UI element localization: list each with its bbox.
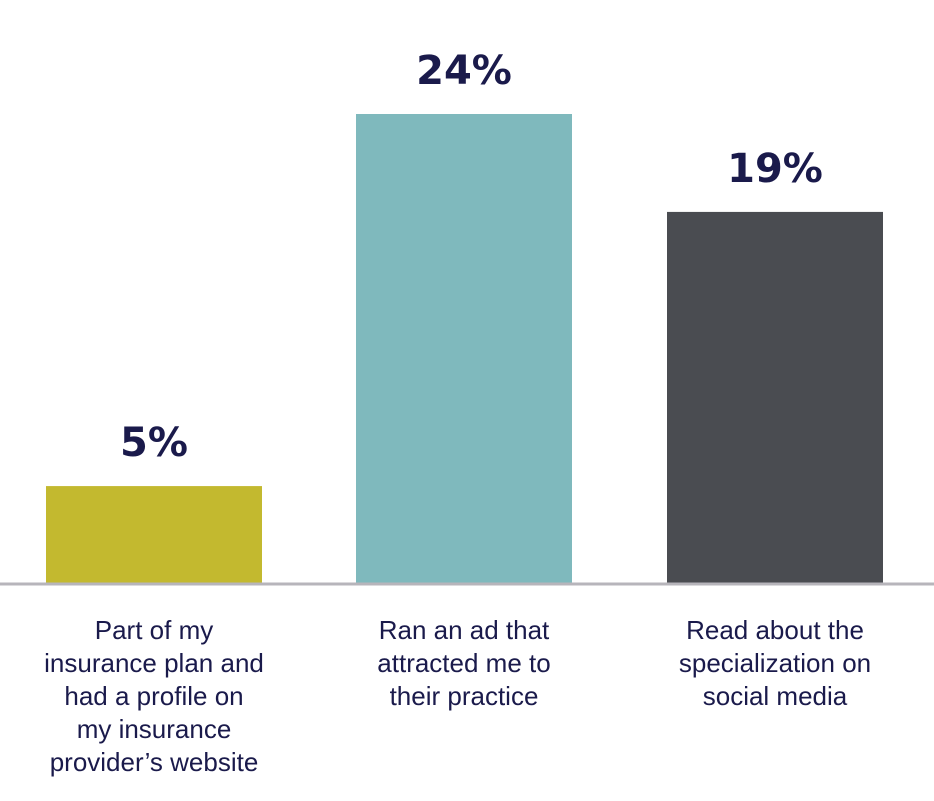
- category-label-line: provider’s website: [50, 747, 259, 777]
- bar-3: [667, 211, 883, 584]
- category-label-line: attracted me to: [377, 648, 550, 678]
- bar-1: [46, 486, 262, 584]
- category-label-line: Read about the: [686, 615, 864, 645]
- category-label-line: insurance plan and: [44, 648, 264, 678]
- bar-2: [356, 114, 572, 584]
- value-label-2: 24%: [416, 48, 512, 94]
- value-label-3: 19%: [727, 146, 823, 192]
- value-labels-group: 5% 24% 19%: [120, 48, 823, 466]
- category-label-line: specialization on: [679, 648, 871, 678]
- bars-group: [46, 114, 883, 584]
- category-labels-group: Part of my insurance plan and had a profil…: [44, 615, 871, 777]
- category-label-line: Part of my: [95, 615, 213, 645]
- category-label-2: Ran an ad that attracted me to their pract…: [377, 615, 550, 711]
- category-label-line: had a profile on: [64, 681, 243, 711]
- category-label-1: Part of my insurance plan and had a profil…: [44, 615, 264, 777]
- category-label-3: Read about the specialization on social me…: [679, 615, 871, 711]
- category-label-line: my insurance: [77, 714, 232, 744]
- category-label-line: Ran an ad that: [379, 615, 550, 645]
- value-label-1: 5%: [120, 420, 188, 466]
- category-label-line: their practice: [390, 681, 539, 711]
- category-label-line: social media: [703, 681, 848, 711]
